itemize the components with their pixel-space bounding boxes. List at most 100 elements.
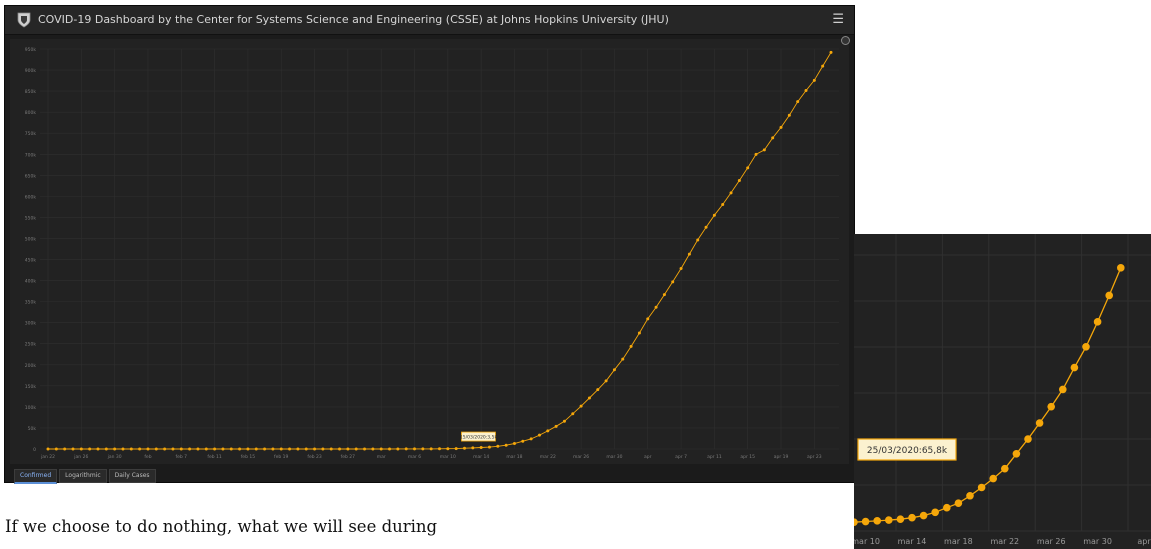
data-point bbox=[571, 412, 574, 415]
data-point bbox=[563, 420, 566, 423]
tab-logarithmic[interactable]: Logarithmic bbox=[59, 469, 107, 483]
data-point bbox=[830, 51, 833, 54]
inset-data-point bbox=[1094, 318, 1102, 326]
data-point bbox=[738, 179, 741, 182]
inset-data-point bbox=[989, 475, 997, 483]
data-point bbox=[730, 191, 733, 194]
data-point bbox=[305, 447, 308, 450]
x-tick-label: mar 22 bbox=[540, 454, 556, 460]
data-point bbox=[330, 447, 333, 450]
x-tick-label: apr 15 bbox=[740, 454, 755, 460]
data-point bbox=[113, 447, 116, 450]
data-point bbox=[555, 425, 558, 428]
data-point bbox=[255, 447, 258, 450]
data-point bbox=[55, 447, 58, 450]
data-point bbox=[47, 447, 50, 450]
x-tick-label: mar 18 bbox=[506, 454, 522, 460]
y-tick-label: 200k bbox=[25, 363, 37, 369]
data-point bbox=[155, 447, 158, 450]
data-point bbox=[696, 238, 699, 241]
expand-icon[interactable] bbox=[841, 36, 850, 45]
data-point bbox=[230, 447, 233, 450]
y-tick-label: 150k bbox=[25, 384, 37, 390]
data-point bbox=[363, 447, 366, 450]
y-tick-label: 350k bbox=[25, 300, 37, 306]
x-tick-label: mar 26 bbox=[573, 454, 589, 460]
x-tick-label: feb 23 bbox=[307, 454, 322, 460]
tab-confirmed[interactable]: Confirmed bbox=[14, 469, 57, 484]
data-point bbox=[63, 447, 66, 450]
data-point bbox=[580, 405, 583, 408]
data-point bbox=[805, 89, 808, 92]
data-point bbox=[71, 447, 74, 450]
data-point bbox=[496, 445, 499, 448]
data-point bbox=[596, 388, 599, 391]
x-tick-label: feb bbox=[144, 454, 151, 460]
data-point bbox=[646, 317, 649, 320]
inset-data-point bbox=[1036, 419, 1044, 427]
inset-x-tick-label: mar 30 bbox=[1083, 537, 1112, 546]
data-point bbox=[146, 447, 149, 450]
inset-data-point bbox=[1001, 465, 1009, 473]
hamburger-menu-icon[interactable]: ☰ bbox=[832, 12, 844, 27]
x-tick-label: apr 7 bbox=[675, 454, 687, 460]
main-chart-svg: 0 50k 100k 150k 200k 250k 300k 350k 400k 450k 500k… bbox=[10, 39, 849, 464]
data-point bbox=[796, 100, 799, 103]
y-tick-label: 400k bbox=[25, 279, 37, 285]
data-point bbox=[96, 447, 99, 450]
data-point bbox=[238, 447, 241, 450]
inset-data-point bbox=[1024, 435, 1032, 443]
data-point bbox=[130, 447, 133, 450]
x-tick-label: mar 6 bbox=[408, 454, 421, 460]
y-tick-label: 650k bbox=[25, 173, 37, 179]
data-point bbox=[263, 447, 266, 450]
data-point bbox=[638, 331, 641, 334]
data-point bbox=[430, 447, 433, 450]
data-point bbox=[221, 447, 224, 450]
data-point bbox=[546, 429, 549, 432]
data-point bbox=[288, 447, 291, 450]
data-point bbox=[663, 293, 666, 296]
data-point bbox=[680, 267, 683, 270]
x-tick-label: feb 27 bbox=[341, 454, 356, 460]
data-point bbox=[246, 447, 249, 450]
inset-chart-svg: mar 10mar 14mar 18mar 22mar 26mar 30apra… bbox=[854, 234, 1151, 549]
y-tick-label: 500k bbox=[25, 236, 37, 242]
inset-data-point bbox=[1047, 403, 1055, 411]
data-point bbox=[121, 447, 124, 450]
inset-x-tick-label: mar 10 bbox=[854, 537, 880, 546]
y-tick-label: 950k bbox=[25, 47, 37, 53]
data-point bbox=[588, 397, 591, 400]
data-point bbox=[338, 447, 341, 450]
x-tick-label: mar bbox=[377, 454, 386, 460]
x-tick-label: feb 11 bbox=[207, 454, 222, 460]
y-tick-label: 300k bbox=[25, 321, 37, 327]
data-point bbox=[271, 447, 274, 450]
x-tick-label: apr 11 bbox=[707, 454, 722, 460]
data-point bbox=[780, 126, 783, 129]
tab-daily-cases[interactable]: Daily Cases bbox=[109, 469, 156, 483]
inset-data-point bbox=[873, 517, 881, 525]
inset-tooltip-text: 25/03/2020:65,8k bbox=[867, 446, 948, 456]
caption-text: If we choose to do nothing, what we will… bbox=[5, 515, 615, 539]
data-point bbox=[605, 379, 608, 382]
inset-data-point bbox=[978, 484, 986, 492]
data-point bbox=[705, 226, 708, 229]
inset-data-point bbox=[1059, 386, 1067, 394]
data-point bbox=[388, 447, 391, 450]
x-tick-label: mar 10 bbox=[440, 454, 456, 460]
inset-x-tick-label: mar 14 bbox=[898, 537, 927, 546]
y-tick-label: 100k bbox=[25, 405, 37, 411]
x-tick-label: mar 30 bbox=[606, 454, 622, 460]
y-tick-label: 900k bbox=[25, 68, 37, 74]
y-tick-label: 0 bbox=[33, 447, 36, 453]
data-point bbox=[671, 280, 674, 283]
y-tick-label: 600k bbox=[25, 194, 37, 200]
y-tick-label: 550k bbox=[25, 215, 37, 221]
data-point bbox=[421, 447, 424, 450]
inset-data-point bbox=[1117, 264, 1125, 272]
inset-data-point bbox=[920, 512, 928, 520]
zoomed-chart-inset: mar 10mar 14mar 18mar 22mar 26mar 30apra… bbox=[854, 234, 1151, 549]
data-point bbox=[371, 447, 374, 450]
tooltip-text: 15/03/2020:3,5k bbox=[460, 434, 498, 440]
